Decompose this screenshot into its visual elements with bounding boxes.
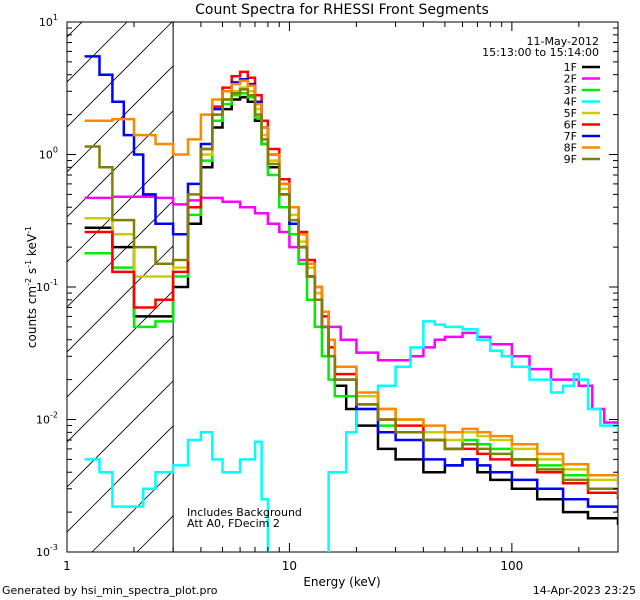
x-tick-label: 1	[63, 559, 71, 573]
hatch-line	[67, 335, 174, 443]
legend-label-3F: 3F	[564, 84, 577, 97]
series-group	[84, 55, 618, 552]
series-2F-line	[84, 195, 618, 426]
legend-label-8F: 8F	[564, 142, 577, 155]
series-7F-line	[84, 55, 618, 513]
generated-by-footer: Generated by hsi_min_spectra_plot.pro	[2, 584, 218, 597]
hatch-line	[67, 425, 174, 533]
chart-title: Count Spectra for RHESSI Front Segments	[195, 2, 489, 18]
legend-label-2F: 2F	[564, 73, 577, 86]
legend-label-6F: 6F	[564, 119, 577, 132]
series-3F-line	[84, 91, 618, 500]
x-tick-label: 10	[282, 559, 297, 573]
y-label-mid1: s	[25, 268, 39, 278]
y-tick-label: 10-1	[36, 278, 58, 294]
x-tick-label: 100	[500, 559, 523, 573]
series-5F-line	[84, 86, 618, 489]
observation-time-range: 15:13:00 to 15:14:00	[482, 46, 599, 59]
y-label-sup1: -2	[24, 278, 33, 286]
y-axis-label: counts cm-2 s-1 keV-1	[24, 226, 39, 348]
legend-label-4F: 4F	[564, 96, 577, 109]
hatch-line	[67, 200, 174, 308]
annotation-attenuator: Att A0, FDecim 2	[187, 517, 280, 530]
y-label-sup2: -1	[24, 260, 33, 268]
y-tick-label: 10-3	[36, 543, 58, 559]
series-4F-line	[84, 320, 618, 552]
series-6F-line	[84, 70, 618, 500]
timestamp-footer: 14-Apr-2023 23:25	[533, 584, 636, 597]
hatch-line	[67, 245, 174, 353]
x-tick-labels: 1 10 100	[63, 559, 523, 573]
hatch-line	[67, 22, 83, 38]
y-label-base: counts cm	[25, 286, 39, 348]
y-label-sup3: -1	[24, 226, 33, 234]
hatch-line	[67, 22, 173, 128]
y-tick-label: 10-2	[36, 411, 58, 427]
observation-date: 11-May-2012	[527, 35, 599, 48]
series-9F-line	[84, 88, 618, 497]
legend-label-7F: 7F	[564, 130, 577, 143]
y-tick-label: 101	[39, 13, 58, 29]
legend-label-1F: 1F	[564, 61, 577, 74]
y-tick-labels: 10-3 10-2 10-1 100 101	[36, 13, 58, 559]
y-label-mid2: keV	[25, 233, 39, 260]
hatch-line	[67, 65, 174, 173]
series-8F-line	[84, 79, 618, 486]
axis-ticks	[66, 21, 619, 553]
legend-label-5F: 5F	[564, 107, 577, 120]
legend-label-9F: 9F	[564, 153, 577, 166]
y-tick-label: 100	[39, 146, 58, 162]
annotation-background: Includes Background	[187, 506, 302, 519]
x-axis-label: Energy (keV)	[303, 575, 380, 589]
